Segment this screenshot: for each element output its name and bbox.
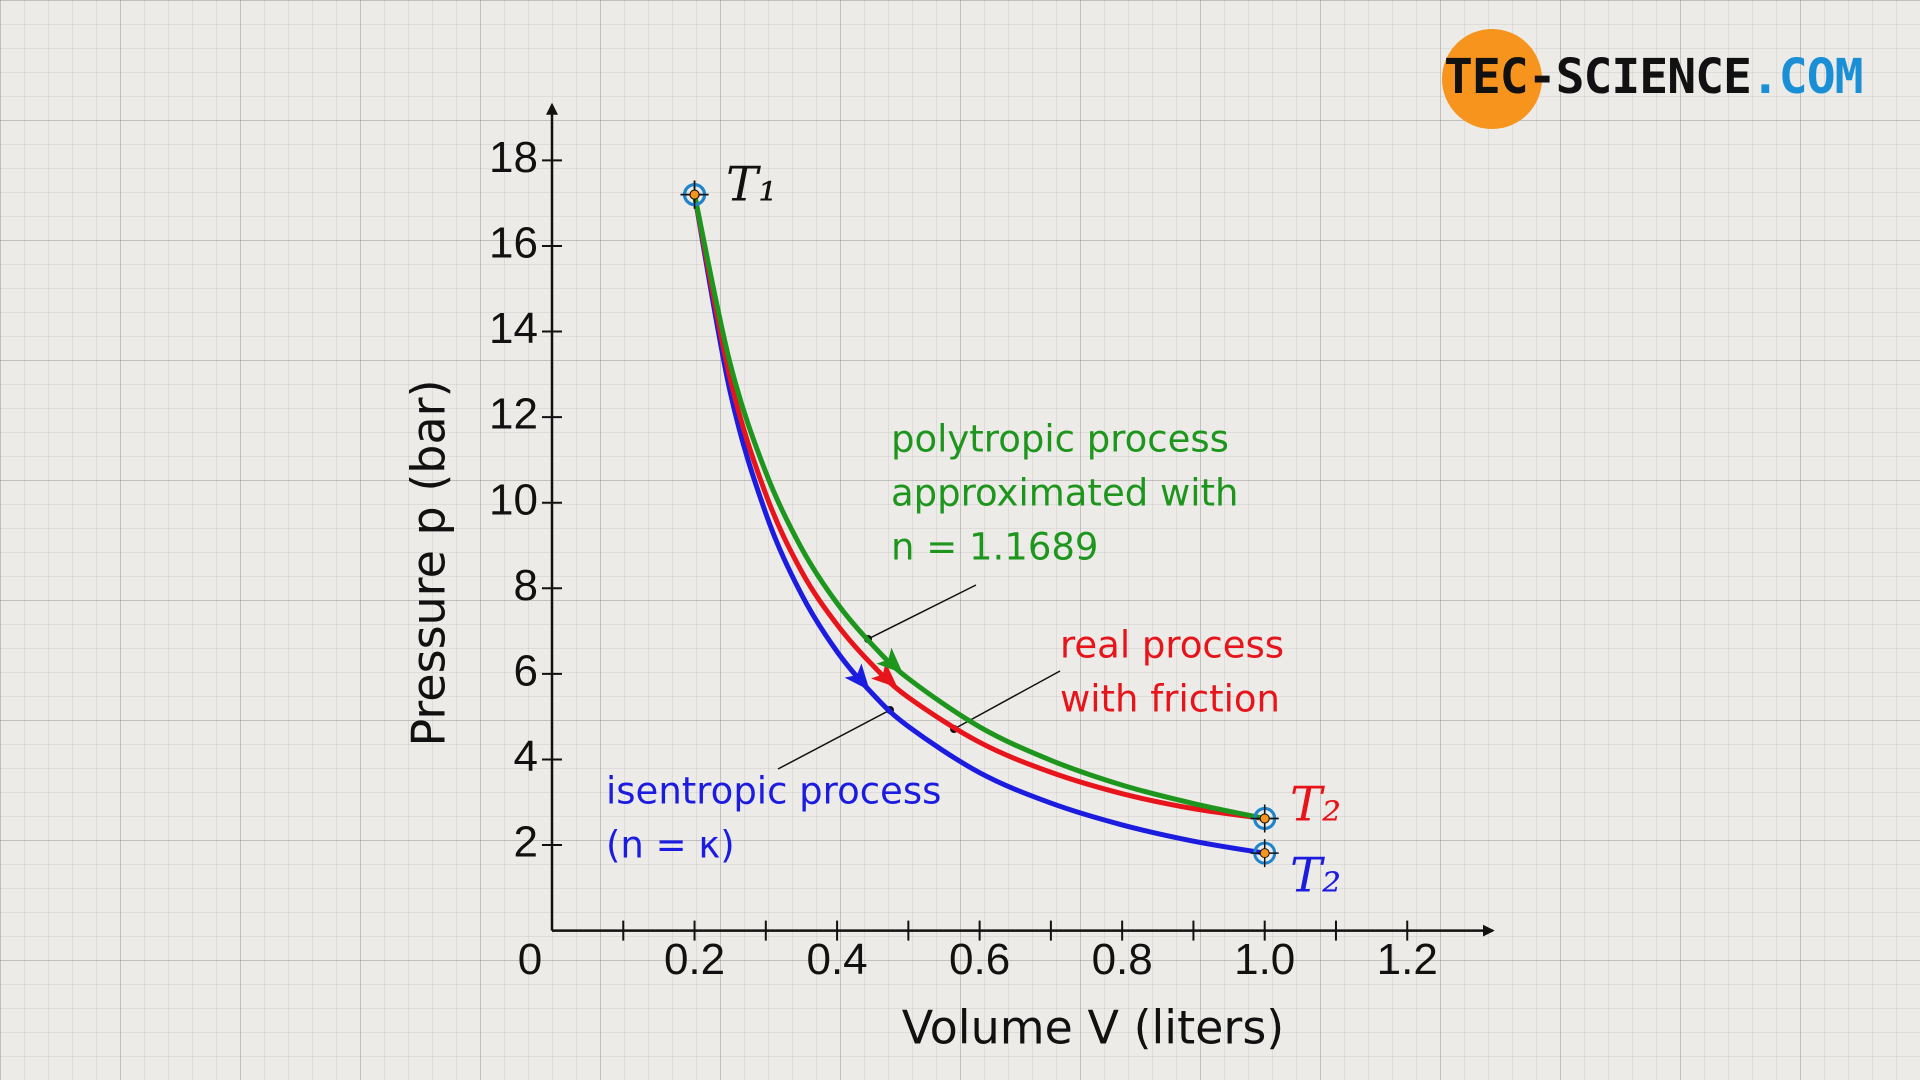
arrow-head	[870, 662, 898, 688]
y-axis-label: Pressure p (bar)	[402, 379, 456, 746]
point-label: T₂	[1290, 848, 1341, 904]
curve	[692, 194, 1266, 821]
annotation: with friction	[1060, 678, 1280, 721]
y-tick-label: 14	[489, 304, 538, 353]
x-axis-label: Volume V (liters)	[902, 1001, 1284, 1055]
x-tick-label: 0.8	[1092, 935, 1153, 984]
curve	[692, 194, 1266, 821]
arrow-head	[844, 663, 870, 691]
state-dot	[689, 189, 700, 200]
state-point	[1250, 839, 1279, 868]
state-dot	[1259, 813, 1270, 824]
point-label: T₁	[726, 157, 777, 213]
x-tick-label: 0	[518, 935, 542, 984]
y-tick-label: 16	[489, 219, 538, 268]
x-tick-label: 1.0	[1234, 935, 1295, 984]
y-tick-label: 4	[514, 732, 538, 781]
annotation: (n = κ)	[606, 824, 735, 867]
x-tick-label: 0.4	[806, 935, 867, 984]
x-tick-label: 1.2	[1377, 935, 1438, 984]
y-tick-label: 18	[489, 133, 538, 182]
leader-line	[777, 709, 891, 770]
state-dot	[1259, 848, 1270, 859]
point-label: T₂	[1290, 777, 1341, 833]
x-tick-label: 0.6	[949, 935, 1010, 984]
annotation: isentropic process	[606, 770, 941, 813]
logo-main: TEC-SCIENCE	[1444, 49, 1751, 105]
y-tick-label: 8	[514, 561, 538, 610]
logo-domain: .COM	[1751, 49, 1863, 105]
y-tick-label: 10	[489, 475, 538, 524]
annotation: polytropic process	[891, 418, 1229, 461]
annotation: real process	[1060, 624, 1284, 667]
y-tick-label: 12	[489, 390, 538, 439]
annotation: approximated with	[891, 472, 1238, 515]
logo: TEC-SCIENCE.COM	[1444, 49, 1862, 105]
logo-circle	[1442, 29, 1542, 129]
x-tick-label: 0.2	[664, 935, 725, 984]
y-tick-label: 2	[514, 818, 538, 867]
state-point	[680, 180, 709, 209]
y-tick-label: 6	[514, 646, 538, 695]
annotation: n = 1.1689	[891, 526, 1098, 569]
curve	[692, 194, 1266, 856]
arrow-head	[876, 647, 903, 674]
state-point	[1250, 804, 1279, 833]
leader-line	[867, 584, 977, 640]
